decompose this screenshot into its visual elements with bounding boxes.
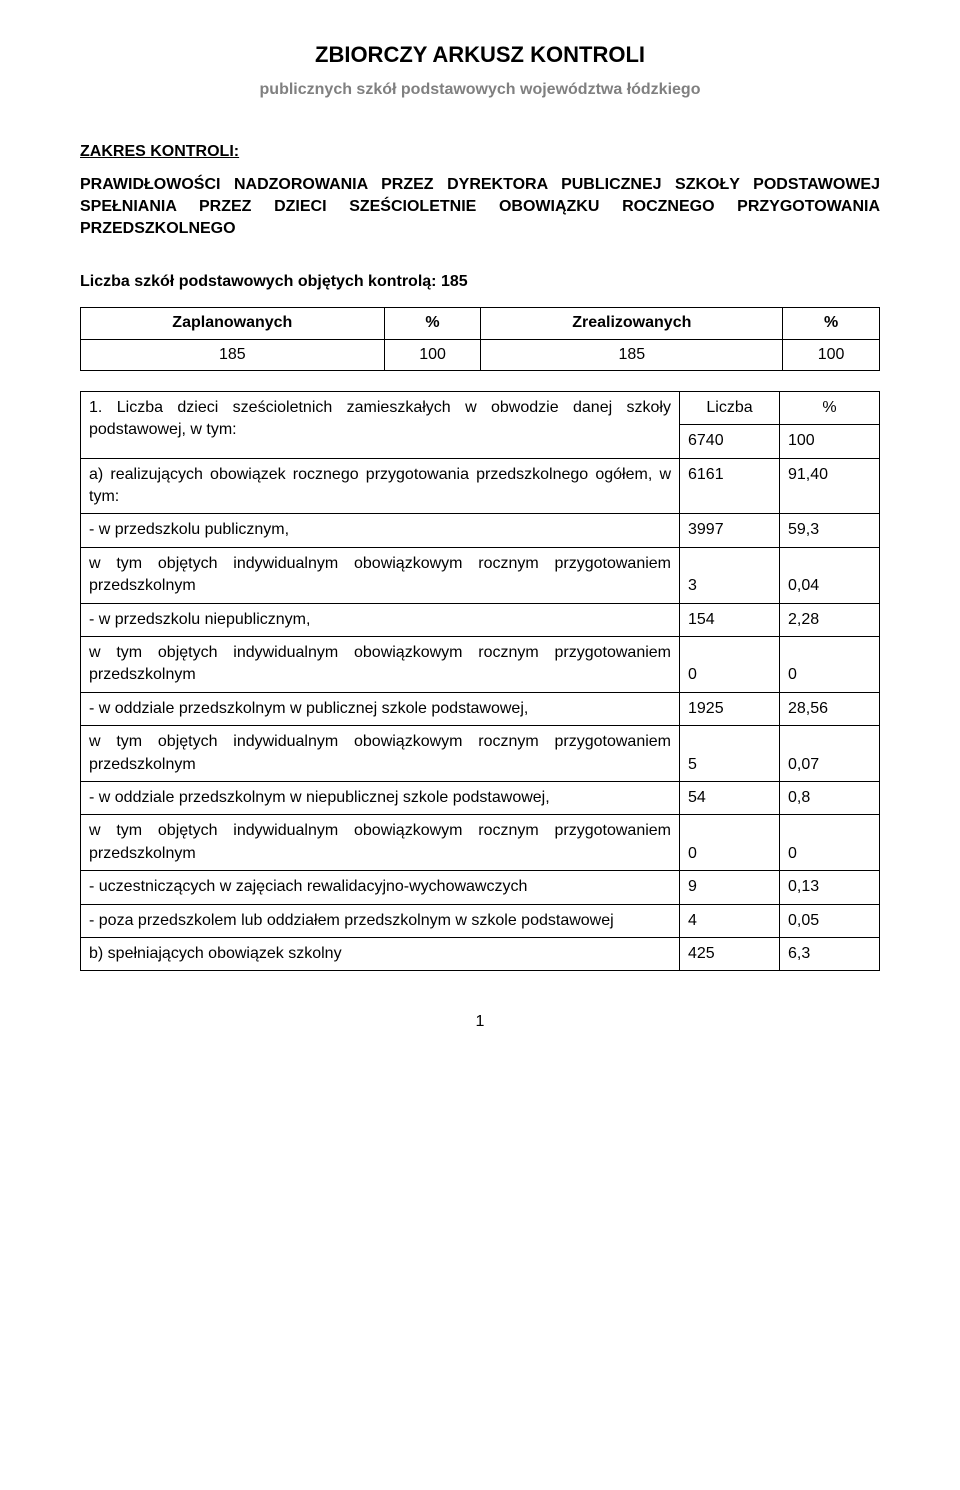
value-cell: 54 [680,782,780,815]
summary-table: Zaplanowanych % Zrealizowanych % 185 100… [80,307,880,371]
summary-cell: 185 [481,339,783,370]
table-row: w tym objętych indywidualnym obowiązkowy… [81,726,880,782]
label-cell: a) realizujących obowiązek rocznego przy… [81,458,680,514]
value-cell: 91,40 [780,458,880,514]
count-line: Liczba szkół podstawowych objętych kontr… [80,271,880,293]
table-row: a) realizujących obowiązek rocznego przy… [81,458,880,514]
label-cell: - poza przedszkolem lub oddziałem przeds… [81,904,680,937]
value-cell: 2,28 [780,603,880,636]
table-row: Zaplanowanych % Zrealizowanych % [81,308,880,339]
value-cell: 0 [680,637,780,693]
table-row: w tym objętych indywidualnym obowiązkowy… [81,547,880,603]
label-cell: w tym objętych indywidualnym obowiązkowy… [81,815,680,871]
summary-cell: 100 [783,339,880,370]
label-cell: w tym objętych indywidualnym obowiązkowy… [81,547,680,603]
value-cell: 0,13 [780,871,880,904]
label-cell: - w oddziale przedszkolnym w niepubliczn… [81,782,680,815]
table-row: - w przedszkolu publicznym, 3997 59,3 [81,514,880,547]
value-cell: 425 [680,937,780,970]
value-cell: 100 [780,425,880,458]
item-text: Liczba dzieci sześcioletnich zamieszkały… [89,399,671,438]
value-cell: 154 [680,603,780,636]
document-subtitle: publicznych szkół podstawowych województ… [80,79,880,101]
summary-header: Zrealizowanych [481,308,783,339]
value-cell: 0 [780,815,880,871]
summary-cell: 185 [81,339,385,370]
table-row: w tym objętych indywidualnym obowiązkowy… [81,815,880,871]
table-row: - w oddziale przedszkolnym w publicznej … [81,692,880,725]
summary-cell: 100 [384,339,481,370]
summary-header: % [384,308,481,339]
table-row: 185 100 185 100 [81,339,880,370]
value-cell: 6740 [680,425,780,458]
label-cell: - w przedszkolu publicznym, [81,514,680,547]
table-row: w tym objętych indywidualnym obowiązkowy… [81,637,880,693]
scope-label: ZAKRES KONTROLI: [80,141,880,163]
value-cell: 0,04 [780,547,880,603]
table-row: 1. Liczba dzieci sześcioletnich zamieszk… [81,391,880,424]
col-header-percent: % [780,391,880,424]
value-cell: 0 [680,815,780,871]
label-cell: w tym objętych indywidualnym obowiązkowy… [81,726,680,782]
value-cell: 1925 [680,692,780,725]
label-cell: - uczestniczących w zajęciach rewalidacy… [81,871,680,904]
main-table: 1. Liczba dzieci sześcioletnich zamieszk… [80,391,880,971]
table-row: - poza przedszkolem lub oddziałem przeds… [81,904,880,937]
table-row: - w oddziale przedszkolnym w niepubliczn… [81,782,880,815]
table-row: - uczestniczących w zajęciach rewalidacy… [81,871,880,904]
value-cell: 28,56 [780,692,880,725]
scope-body: PRAWIDŁOWOŚCI NADZOROWANIA PRZEZ DYREKTO… [80,174,880,241]
item-number: 1. [89,399,102,416]
label-cell: - w przedszkolu niepublicznym, [81,603,680,636]
value-cell: 9 [680,871,780,904]
value-cell: 0,05 [780,904,880,937]
value-cell: 6,3 [780,937,880,970]
table-row: b) spełniających obowiązek szkolny 425 6… [81,937,880,970]
value-cell: 3 [680,547,780,603]
summary-header: Zaplanowanych [81,308,385,339]
value-cell: 5 [680,726,780,782]
value-cell: 0,8 [780,782,880,815]
value-cell: 3997 [680,514,780,547]
summary-header: % [783,308,880,339]
value-cell: 59,3 [780,514,880,547]
value-cell: 6161 [680,458,780,514]
item-cell: 1. Liczba dzieci sześcioletnich zamieszk… [81,391,680,458]
col-header-liczba: Liczba [680,391,780,424]
value-cell: 0,07 [780,726,880,782]
page-number: 1 [80,1011,880,1033]
document-title: ZBIORCZY ARKUSZ KONTROLI [80,40,880,71]
label-cell: - w oddziale przedszkolnym w publicznej … [81,692,680,725]
table-row: - w przedszkolu niepublicznym, 154 2,28 [81,603,880,636]
value-cell: 4 [680,904,780,937]
label-cell: w tym objętych indywidualnym obowiązkowy… [81,637,680,693]
label-cell: b) spełniających obowiązek szkolny [81,937,680,970]
value-cell: 0 [780,637,880,693]
